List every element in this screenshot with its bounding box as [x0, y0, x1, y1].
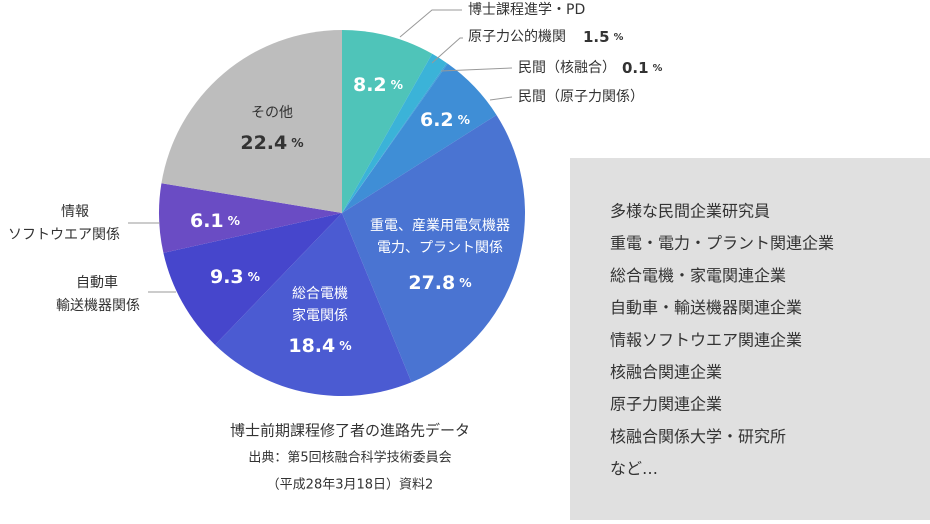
value-number: 9.3: [210, 266, 244, 288]
pie-slice: [342, 62, 448, 214]
value-number: 1.5: [583, 28, 610, 46]
pie-slice: [342, 30, 433, 213]
caption: 出典：第5回核融合科学技術委員会: [248, 450, 451, 466]
value-unit: %: [339, 339, 351, 353]
pie-slice: [215, 213, 412, 396]
value-unit: %: [614, 32, 624, 43]
slice-label: その他: [251, 105, 293, 121]
note-line: 重電・電力・プラント関連企業: [610, 234, 834, 253]
value-label: 8.2%: [353, 74, 403, 96]
value-unit: %: [291, 136, 303, 150]
note-box: [570, 158, 930, 520]
slice-label: 民間（核融合）: [518, 60, 616, 76]
leader-line: [399, 9, 462, 38]
value-number: 18.4: [288, 335, 335, 357]
leader-line: [440, 67, 513, 72]
slice-label: 家電関係: [292, 307, 348, 324]
value-number: 6.2: [420, 109, 454, 131]
value-number: 8.2: [353, 74, 387, 96]
slice-label: 民間（原子力関係）: [518, 89, 644, 105]
slice-label: 重電、産業用電気機器: [370, 218, 510, 234]
pie-slice: [163, 213, 342, 345]
leader-line: [489, 96, 513, 101]
value-label: 1.5%: [583, 28, 624, 46]
pie-slice: [342, 114, 525, 383]
slice-label: 情報: [61, 204, 89, 220]
value-label: 18.4%: [288, 335, 351, 357]
slice-label: 輸送機器関係: [56, 298, 140, 314]
note-line: 総合電機・家電関連企業: [610, 266, 786, 285]
value-number: 6.1: [190, 210, 224, 232]
value-unit: %: [653, 63, 663, 74]
value-label: 0.1%: [622, 59, 663, 77]
value-label: 6.1%: [190, 210, 240, 232]
slice-label: 電力、プラント関係: [377, 240, 503, 256]
value-number: 22.4: [240, 132, 287, 154]
value-unit: %: [458, 113, 470, 127]
value-label: 6.2%: [420, 109, 470, 131]
value-label: 22.4%: [240, 132, 303, 154]
pie-slice: [159, 183, 342, 253]
leader-line: [431, 37, 463, 64]
pie-slice: [161, 30, 342, 213]
caption: 博士前期課程修了者の進路先データ: [230, 422, 470, 440]
value-unit: %: [248, 270, 260, 284]
note-line: 核融合関連企業: [610, 363, 722, 382]
note-line: など…: [610, 459, 658, 478]
value-label: 9.3%: [210, 266, 260, 288]
value-unit: %: [459, 276, 471, 290]
slice-label: 自動車: [76, 274, 118, 291]
note-line: 自動車・輸送機器関連企業: [610, 298, 802, 317]
value-unit: %: [228, 214, 240, 228]
caption: （平成28年3月18日）資料2: [267, 478, 434, 493]
value-number: 27.8: [408, 272, 455, 294]
value-unit: %: [391, 78, 403, 92]
pie-slice: [342, 53, 447, 213]
note-line: 多様な民間企業研究員: [610, 202, 770, 221]
pie-slice: [342, 63, 497, 213]
value-number: 0.1: [622, 59, 649, 77]
note-line: 情報ソフトウエア関連企業: [610, 330, 802, 349]
slice-label: ソフトウエア関係: [8, 227, 120, 243]
slice-label: 博士課程進学・PD: [468, 1, 585, 18]
value-label: 27.8%: [408, 272, 471, 294]
slice-label: 総合電機: [292, 286, 348, 302]
note-line: 核融合関係大学・研究所: [610, 427, 786, 446]
note-line: 原子力関連企業: [610, 395, 722, 414]
slice-label: 原子力公的機関: [468, 29, 566, 45]
